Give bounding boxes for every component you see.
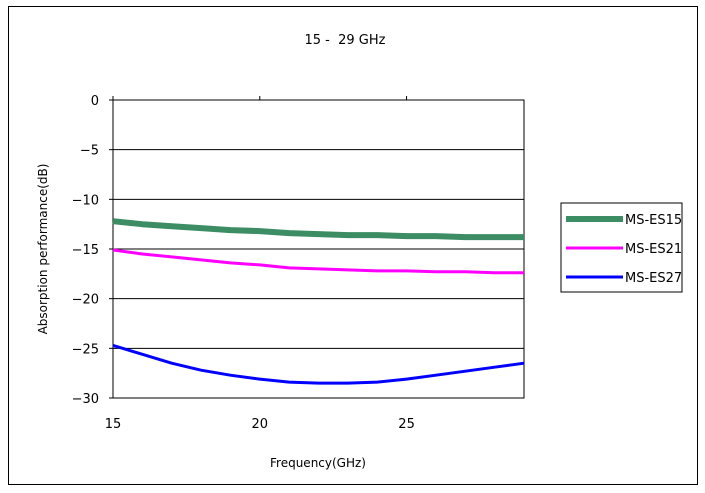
series-line-ms-es21: [112, 248, 524, 275]
legend: MS-ES15 MS-ES21 MS-ES27: [566, 213, 682, 286]
y-tick-label-4: −20: [72, 293, 99, 308]
x-axis-ticks: 15 20 25: [105, 96, 415, 432]
y-tick-label-1: −5: [80, 144, 99, 159]
y-axis-ticks: 0 −5 −10 −15 −20 −25 −30: [72, 94, 113, 407]
y-axis-title: Absorption performance(dB): [36, 164, 50, 335]
legend-label-ms-es15: MS-ES15: [625, 213, 682, 228]
y-tick-label-2: −10: [72, 193, 99, 208]
series-line-ms-es15: [112, 218, 524, 241]
legend-label-ms-es21: MS-ES21: [625, 242, 682, 257]
y-tick-label-6: −30: [72, 392, 99, 407]
x-axis-title: Frequency(GHz): [270, 456, 366, 470]
x-tick-label-0: 15: [105, 417, 122, 432]
x-tick-label-2: 25: [398, 417, 415, 432]
y-tick-label-3: −15: [72, 243, 99, 258]
y-tick-label-0: 0: [91, 94, 99, 109]
series-line-ms-es27: [112, 343, 525, 385]
series-lines: [112, 218, 525, 385]
y-tick-label-5: −25: [72, 342, 99, 357]
gridlines: [113, 149, 524, 349]
x-tick-label-1: 20: [252, 417, 269, 432]
legend-label-ms-es27: MS-ES27: [625, 271, 682, 286]
chart-title: 15 - 29 GHz: [305, 33, 386, 48]
